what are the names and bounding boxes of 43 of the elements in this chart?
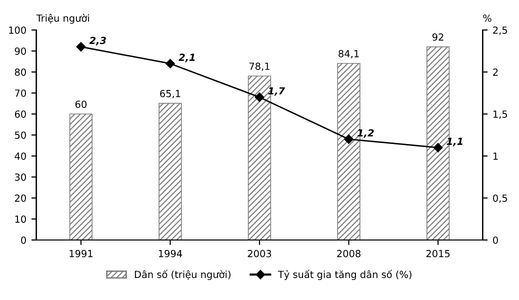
x-tick-label: 2015 — [426, 250, 450, 258]
data-label: 1,7 — [268, 87, 286, 96]
bar — [158, 102, 182, 240]
y2-tick-label: 2,5 — [493, 26, 508, 35]
x-tick-label: 1994 — [158, 250, 182, 258]
y2-tick-label: 0 — [493, 236, 498, 244]
data-label: 60 — [75, 100, 87, 108]
point — [344, 134, 354, 144]
x-tick-label: 2008 — [337, 250, 360, 258]
y2-tick-label: 0,5 — [493, 194, 508, 203]
data-label: 92 — [432, 33, 444, 41]
y-tick-label: 40 — [14, 152, 26, 160]
y-tick-label: 0 — [21, 236, 26, 244]
y2-tick-label: 2 — [493, 68, 498, 76]
point — [76, 42, 86, 52]
y-tick-label: 70 — [15, 89, 26, 97]
data-label: 2,1 — [178, 54, 195, 62]
y-tick-label: 80 — [14, 68, 26, 76]
data-label: 1,2 — [358, 129, 374, 138]
point — [166, 58, 175, 68]
y-axis-title: Triệu người — [36, 14, 89, 24]
y-tick-label: 20 — [14, 194, 26, 202]
y-tick-label: 60 — [14, 110, 26, 118]
data-label: 65,1 — [160, 90, 180, 98]
legend-label: Dân số (triệu người) — [134, 270, 230, 280]
y-tick-label: 10 — [15, 215, 26, 223]
bar — [69, 114, 93, 240]
y-tick-label: 90 — [14, 47, 26, 55]
y2-tick-label: 1,5 — [493, 110, 508, 119]
y-tick-label: 30 — [14, 173, 26, 181]
point — [254, 92, 264, 102]
data-label: 2,3 — [89, 36, 106, 46]
y-tick-label: 50 — [14, 131, 26, 139]
data-label: 1,1 — [446, 138, 462, 146]
legend-label: Tỷ suất gia tăng dân số (%) — [278, 270, 412, 280]
x-tick-label: 1991 — [70, 250, 92, 258]
y2-tick-label: 1 — [493, 152, 498, 160]
data-label: 78,1 — [249, 62, 270, 71]
x-tick-label: 2003 — [248, 250, 272, 258]
data-label: 84,1 — [338, 50, 359, 58]
y-tick-label: 100 — [9, 26, 26, 34]
y2-axis-title: % — [483, 14, 492, 22]
point — [433, 142, 443, 152]
